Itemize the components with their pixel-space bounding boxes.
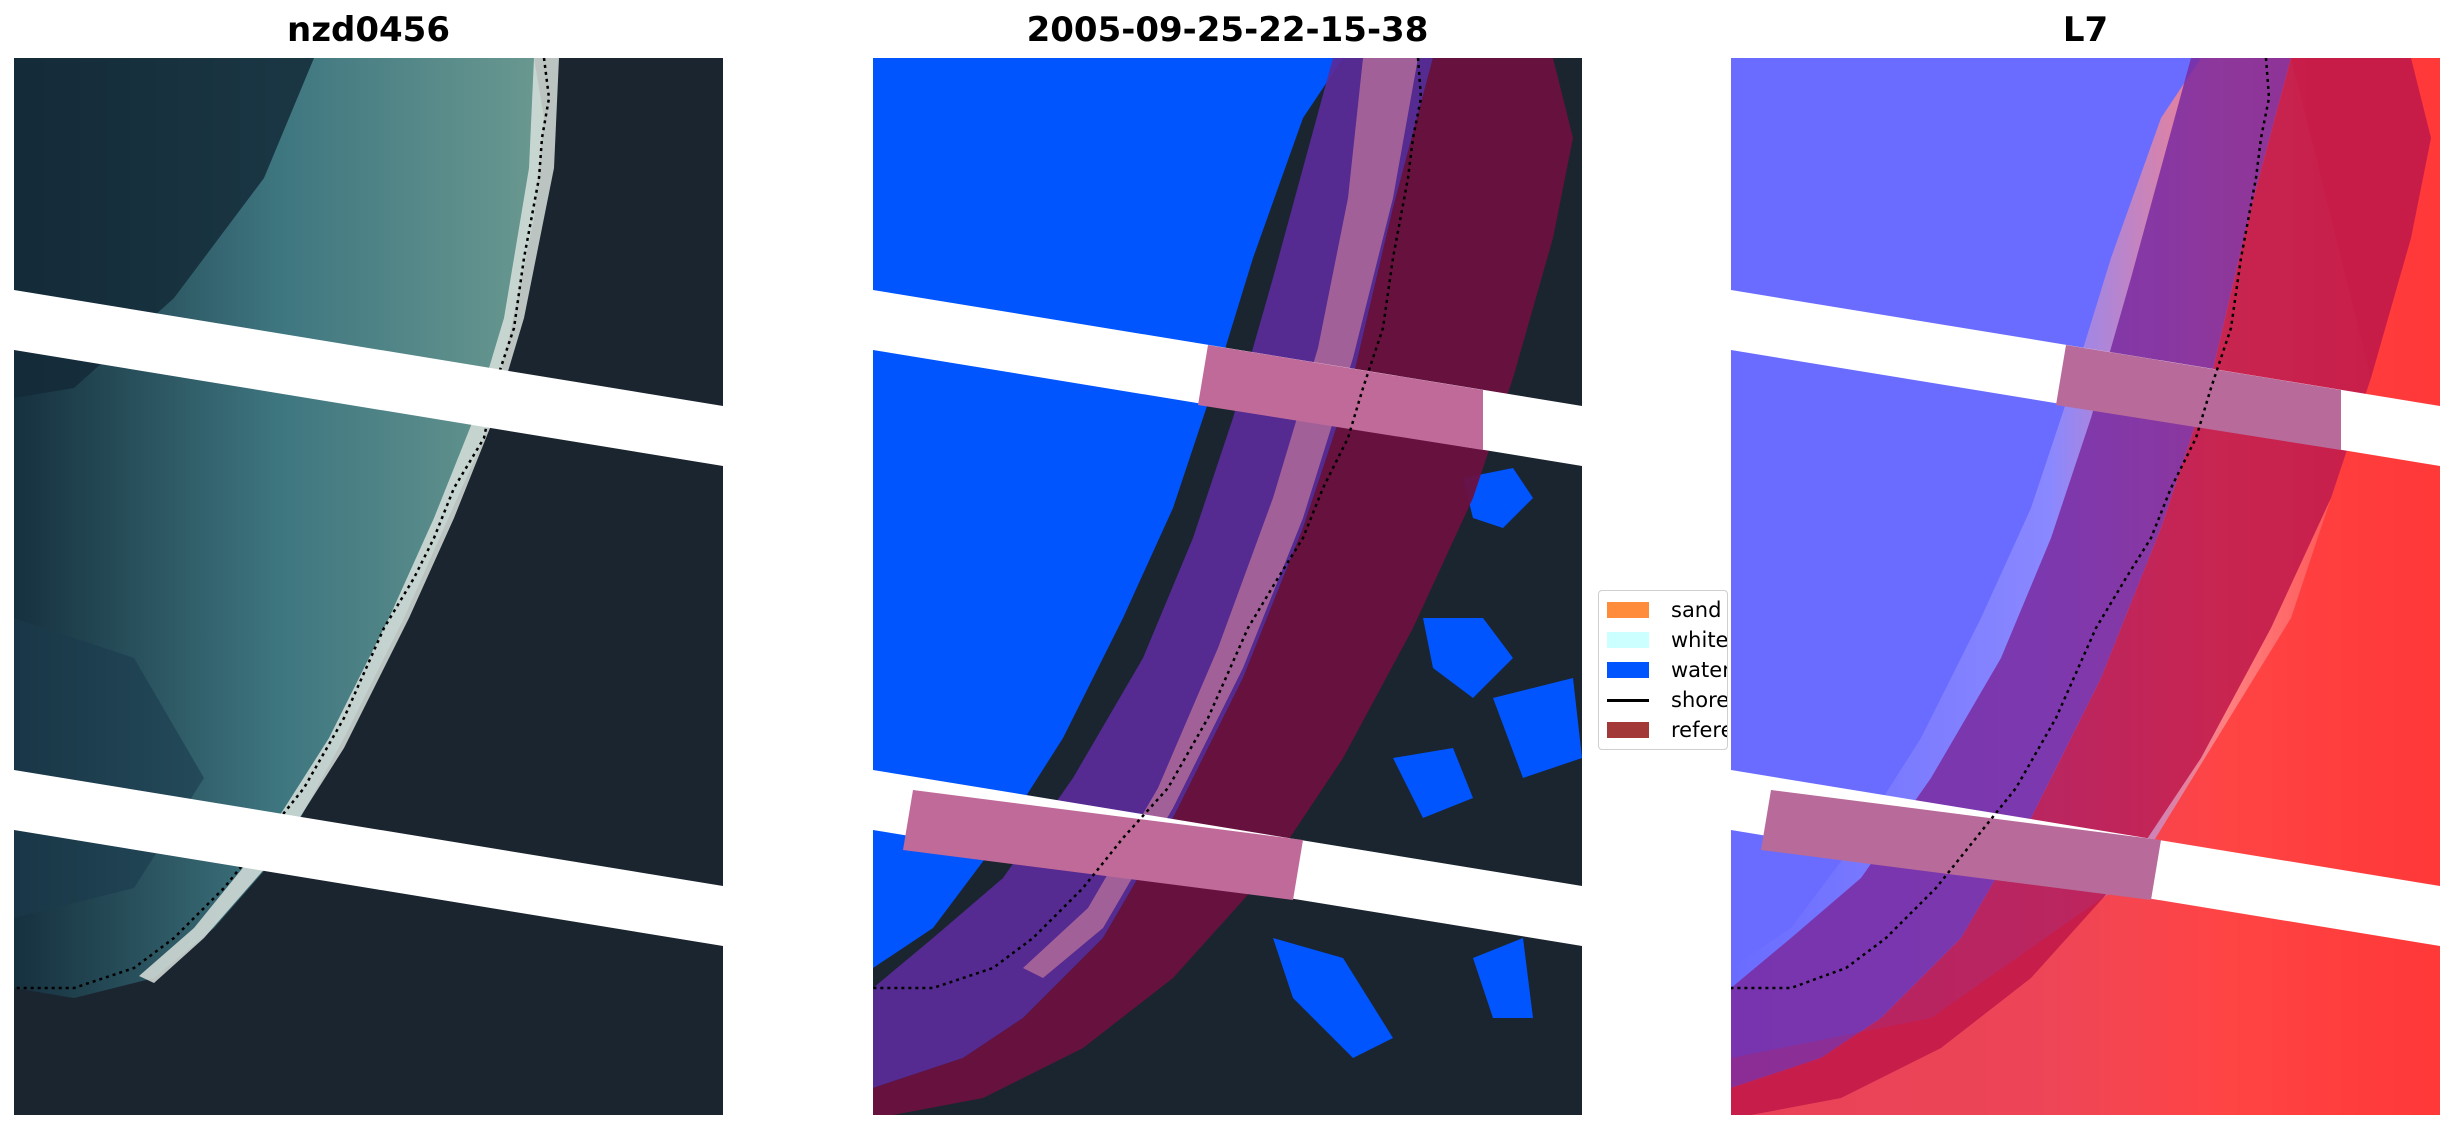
legend-swatch-reference bbox=[1607, 722, 1649, 738]
legend-label-water: water bbox=[1671, 658, 1728, 682]
water-index-area bbox=[1731, 58, 2201, 968]
reference-buffer-land bbox=[873, 58, 1573, 1115]
legend-swatch-sand bbox=[1607, 602, 1649, 618]
scanline-gap-upper bbox=[14, 290, 723, 466]
index-image bbox=[1731, 58, 2440, 1115]
legend-item-reference: reference bbox=[1607, 717, 1727, 743]
index-panel bbox=[1731, 58, 2440, 1115]
legend-swatch-whitewater bbox=[1607, 632, 1649, 648]
rgb-image-panel bbox=[14, 58, 723, 1115]
water-class-area bbox=[873, 58, 1343, 968]
legend-swatch-water bbox=[1607, 662, 1649, 678]
legend-item-water: water bbox=[1607, 657, 1728, 683]
reference-buffer-water bbox=[873, 58, 1433, 1088]
legend-label-sand: sand bbox=[1671, 598, 1722, 622]
shoreline-line bbox=[14, 58, 551, 990]
panel-title-classification: 2005-09-25-22-15-38 bbox=[1026, 10, 1429, 50]
legend-item-shoreline: shoreline bbox=[1607, 687, 1728, 713]
scanline-gap-lower bbox=[14, 770, 723, 946]
panel-title-index: L7 bbox=[2062, 10, 2109, 50]
land-index-area bbox=[1731, 58, 2440, 1115]
shoreline-line bbox=[873, 58, 1423, 990]
shoreline-line bbox=[1731, 58, 2271, 990]
classification-panel bbox=[873, 58, 1582, 1115]
legend-line-shoreline bbox=[1607, 699, 1649, 702]
rgb-image bbox=[14, 58, 723, 1115]
legend-label-reference: reference bbox=[1671, 718, 1727, 742]
panel-title-rgb: nzd0456 bbox=[287, 10, 450, 50]
legend-item-sand: sand bbox=[1607, 597, 1727, 623]
classification-image bbox=[873, 58, 1582, 1115]
legend-label-shoreline: shoreline bbox=[1671, 688, 1728, 712]
